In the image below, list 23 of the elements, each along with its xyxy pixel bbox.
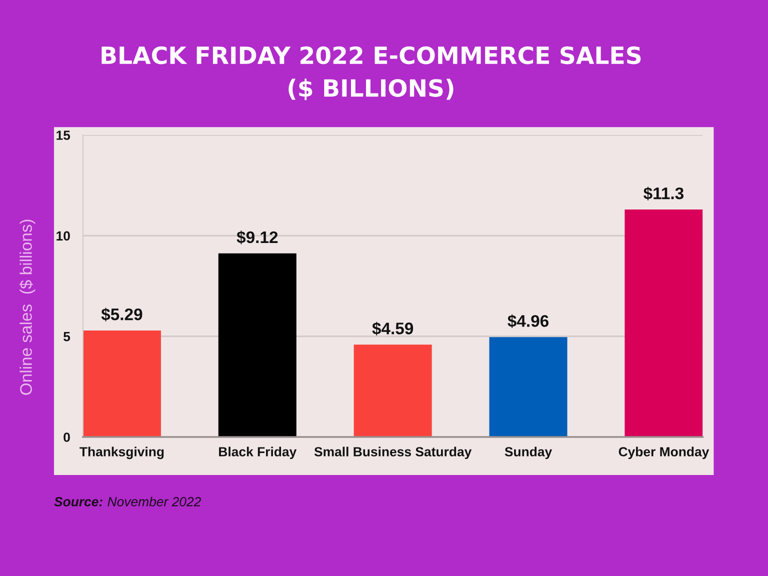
source-note: Source: (54, 497, 102, 506)
y-tick-label: 15 (56, 130, 70, 140)
data-label: $5.29 (101, 308, 142, 322)
y-tick-label: 0 (64, 432, 70, 442)
data-label: $4.96 (508, 314, 549, 328)
bar (218, 253, 296, 438)
bar (489, 337, 568, 438)
y-tick-label: 5 (64, 332, 70, 342)
bar (624, 210, 703, 438)
data-label: $9.12 (236, 230, 278, 244)
x-tick-label: Small Business Saturday (314, 446, 472, 460)
y-axis-title: Online sales ($ billions) (19, 220, 36, 395)
x-tick-label: Black Friday (219, 446, 297, 460)
text: November 2022 (108, 496, 201, 506)
chart-title: BLACK FRIDAY 2022 E-COMMERCE SALES ($ BILLIONS) (102, 46, 641, 100)
x-tick-label: Thanksgiving (80, 446, 164, 460)
bar (354, 344, 432, 438)
x-tick-label: Cyber Monday (618, 446, 710, 460)
x-tick-label: Sunday (504, 446, 552, 460)
bar (82, 330, 161, 438)
data-label: $4.59 (372, 322, 414, 336)
data-label: $11.3 (644, 186, 684, 200)
y-tick-label: 10 (56, 231, 70, 241)
